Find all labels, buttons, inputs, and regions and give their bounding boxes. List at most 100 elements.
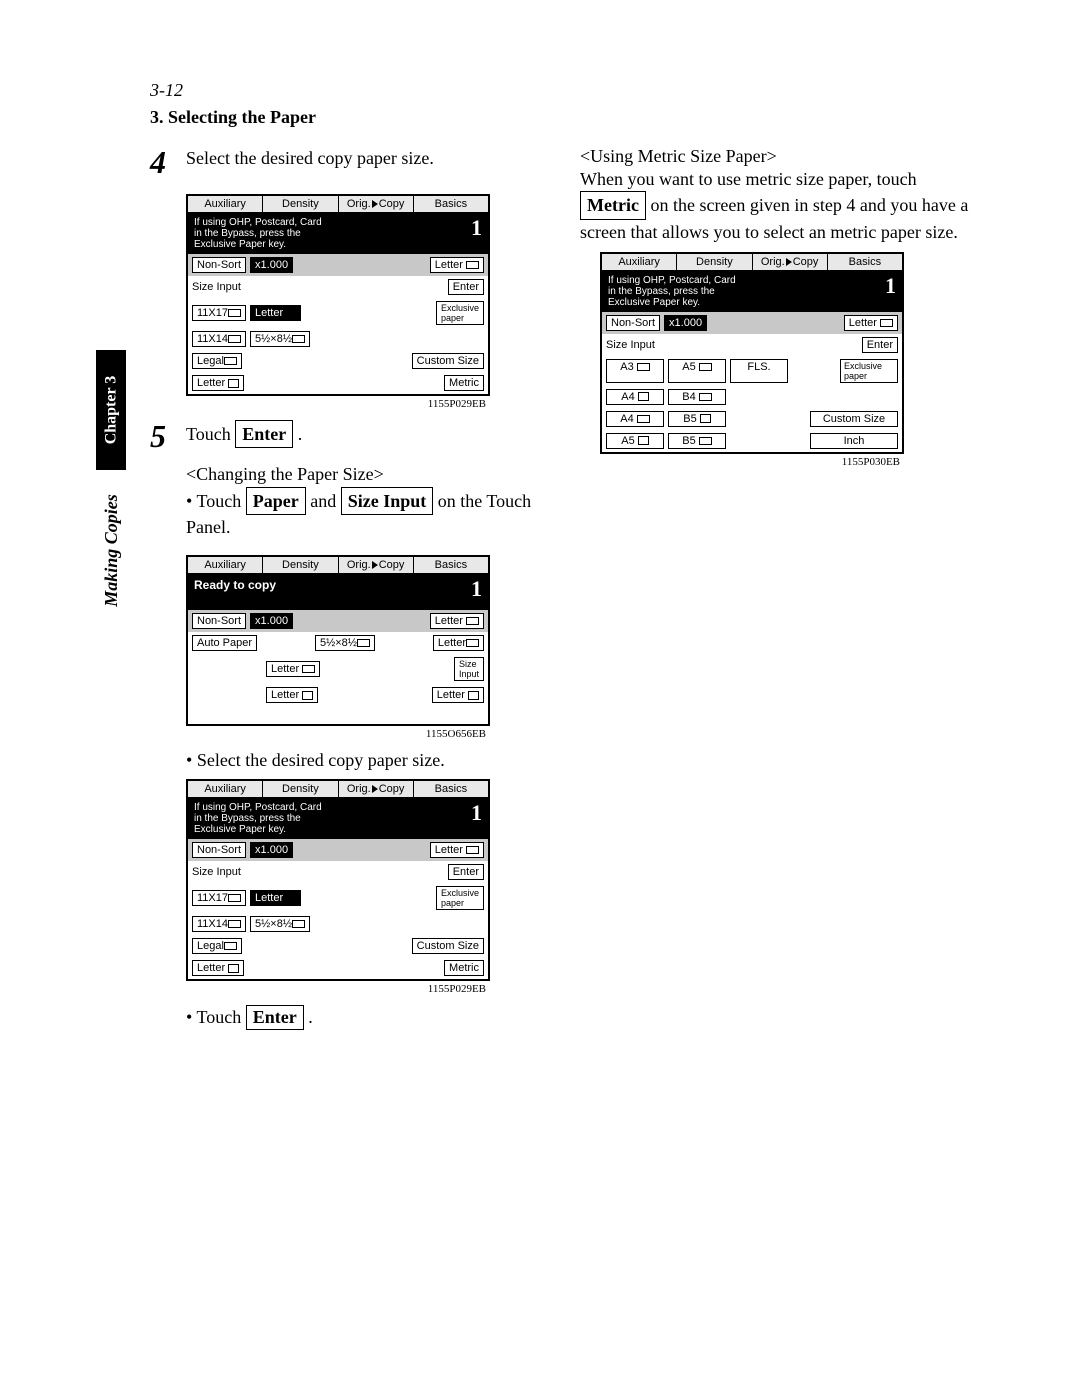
msg-line: Exclusive Paper key. bbox=[608, 297, 896, 308]
tab-density[interactable]: Density bbox=[263, 196, 338, 212]
size-a4l-button[interactable]: A4 bbox=[606, 411, 664, 427]
enter-key-label: Enter bbox=[235, 420, 293, 448]
size-letter-button[interactable]: Letter bbox=[250, 305, 301, 321]
tray-1-button[interactable]: 5½×8½ bbox=[315, 635, 375, 651]
portrait-icon bbox=[638, 436, 649, 445]
tray-3-button[interactable]: Letter bbox=[266, 687, 318, 703]
zoom-button[interactable]: x1.000 bbox=[664, 315, 707, 331]
size-legal-button[interactable]: Legal bbox=[192, 938, 242, 954]
enter-button[interactable]: Enter bbox=[448, 864, 484, 880]
enter-button[interactable]: Enter bbox=[862, 337, 898, 353]
figure-caption: 1155O656EB bbox=[186, 728, 486, 740]
landscape-icon bbox=[466, 639, 479, 647]
msg-line: If using OHP, Postcard, Card bbox=[194, 217, 482, 228]
custom-size-button[interactable]: Custom Size bbox=[412, 353, 484, 369]
tab-density[interactable]: Density bbox=[677, 254, 752, 270]
landscape-icon bbox=[224, 357, 237, 365]
landscape-icon bbox=[637, 363, 650, 371]
copy-count: 1 bbox=[885, 273, 896, 299]
step-text: Touch Enter . <Changing the Paper Size> … bbox=[186, 420, 550, 539]
tab-orig-copy[interactable]: Orig.Copy bbox=[753, 254, 828, 270]
tab-density[interactable]: Density bbox=[263, 781, 338, 797]
size-11x14-button[interactable]: 11X14 bbox=[192, 331, 246, 347]
size-b5l-button[interactable]: B5 bbox=[668, 433, 726, 449]
tab-basics[interactable]: Basics bbox=[828, 254, 902, 270]
size-a5p-button[interactable]: A5 bbox=[606, 433, 664, 449]
portrait-icon bbox=[468, 691, 479, 700]
custom-size-button[interactable]: Custom Size bbox=[412, 938, 484, 954]
size-legal-button[interactable]: Legal bbox=[192, 353, 242, 369]
size-letter-button[interactable]: Letter bbox=[250, 890, 301, 906]
size-11x17-button[interactable]: 11X17 bbox=[192, 890, 246, 906]
non-sort-button[interactable]: Non-Sort bbox=[192, 613, 246, 629]
tab-orig-copy[interactable]: Orig.Copy bbox=[339, 781, 414, 797]
tray-letter-button[interactable]: Letter bbox=[433, 635, 484, 651]
zoom-button[interactable]: x1.000 bbox=[250, 257, 293, 273]
zoom-button[interactable]: x1.000 bbox=[250, 842, 293, 858]
enter-button[interactable]: Enter bbox=[448, 279, 484, 295]
tab-auxiliary[interactable]: Auxiliary bbox=[188, 196, 263, 212]
figure-caption: 1155P030EB bbox=[600, 456, 900, 468]
metric-button[interactable]: Metric bbox=[444, 960, 484, 976]
lcd-size-input-inch: Auxiliary Density Orig.Copy Basics If us… bbox=[186, 194, 490, 396]
size-fls-button[interactable]: FLS. bbox=[730, 359, 788, 383]
size-input-label: Size Input bbox=[192, 866, 241, 878]
exclusive-paper-button[interactable]: Exclusive paper bbox=[840, 359, 898, 383]
letter-tray-button[interactable]: Letter bbox=[430, 613, 484, 629]
non-sort-button[interactable]: Non-Sort bbox=[606, 315, 660, 331]
metric-button[interactable]: Metric bbox=[444, 375, 484, 391]
lcd-message: If using OHP, Postcard, Card in the Bypa… bbox=[188, 798, 488, 839]
size-b5p-button[interactable]: B5 bbox=[668, 411, 726, 427]
landscape-icon bbox=[292, 920, 305, 928]
landscape-icon bbox=[466, 617, 479, 625]
tab-density[interactable]: Density bbox=[263, 557, 338, 573]
lcd-message: If using OHP, Postcard, Card in the Bypa… bbox=[602, 271, 902, 312]
msg-line: in the Bypass, press the bbox=[608, 286, 896, 297]
exclusive-paper-button[interactable]: Exclusive paper bbox=[436, 886, 484, 910]
tab-orig-copy[interactable]: Orig.Copy bbox=[339, 196, 414, 212]
zoom-button[interactable]: x1.000 bbox=[250, 613, 293, 629]
tray-4-button[interactable]: Letter bbox=[432, 687, 484, 703]
manual-page: 3-12 3. Selecting the Paper Chapter 3 Ma… bbox=[0, 0, 1080, 1397]
size-a5-button[interactable]: A5 bbox=[668, 359, 726, 383]
size-b4-button[interactable]: B4 bbox=[668, 389, 726, 405]
tray-2-button[interactable]: Letter bbox=[266, 661, 320, 677]
bullet-line: Select the desired copy paper size. bbox=[186, 750, 550, 771]
tab-basics[interactable]: Basics bbox=[414, 781, 488, 797]
non-sort-button[interactable]: Non-Sort bbox=[192, 842, 246, 858]
auto-paper-button[interactable]: Auto Paper bbox=[192, 635, 257, 651]
tab-auxiliary[interactable]: Auxiliary bbox=[602, 254, 677, 270]
letter-tray-button[interactable]: Letter bbox=[430, 842, 484, 858]
size-input-label: Size Input bbox=[192, 281, 241, 293]
custom-size-button[interactable]: Custom Size bbox=[810, 411, 898, 427]
exclusive-paper-button[interactable]: Exclusive paper bbox=[436, 301, 484, 325]
size-letter-p-button[interactable]: Letter bbox=[192, 960, 244, 976]
msg-line: in the Bypass, press the bbox=[194, 813, 482, 824]
bullet-line: Touch Paper and Size Input on the Touch … bbox=[186, 487, 550, 540]
figure-caption: 1155P029EB bbox=[186, 983, 486, 995]
non-sort-button[interactable]: Non-Sort bbox=[192, 257, 246, 273]
size-letter-p-button[interactable]: Letter bbox=[192, 375, 244, 391]
tab-auxiliary[interactable]: Auxiliary bbox=[188, 781, 263, 797]
letter-tray-button[interactable]: Letter bbox=[430, 257, 484, 273]
size-a4p-button[interactable]: A4 bbox=[606, 389, 664, 405]
size-11x17-button[interactable]: 11X17 bbox=[192, 305, 246, 321]
portrait-icon bbox=[700, 414, 711, 423]
size-11x14-button[interactable]: 11X14 bbox=[192, 916, 246, 932]
tab-basics[interactable]: Basics bbox=[414, 196, 488, 212]
landscape-icon bbox=[228, 335, 241, 343]
tab-auxiliary[interactable]: Auxiliary bbox=[188, 557, 263, 573]
tab-basics[interactable]: Basics bbox=[414, 557, 488, 573]
landscape-icon bbox=[224, 942, 237, 950]
size-input-button[interactable]: Size Input bbox=[454, 657, 484, 681]
size-5x8-button[interactable]: 5½×8½ bbox=[250, 331, 310, 347]
landscape-icon bbox=[699, 363, 712, 371]
inch-button[interactable]: Inch bbox=[810, 433, 898, 449]
size-5x8-button[interactable]: 5½×8½ bbox=[250, 916, 310, 932]
size-a3-button[interactable]: A3 bbox=[606, 359, 664, 383]
msg-line: Exclusive Paper key. bbox=[194, 824, 482, 835]
tab-orig-copy[interactable]: Orig.Copy bbox=[339, 557, 414, 573]
figure-caption: 1155P029EB bbox=[186, 398, 486, 410]
letter-tray-button[interactable]: Letter bbox=[844, 315, 898, 331]
msg-line: in the Bypass, press the bbox=[194, 228, 482, 239]
